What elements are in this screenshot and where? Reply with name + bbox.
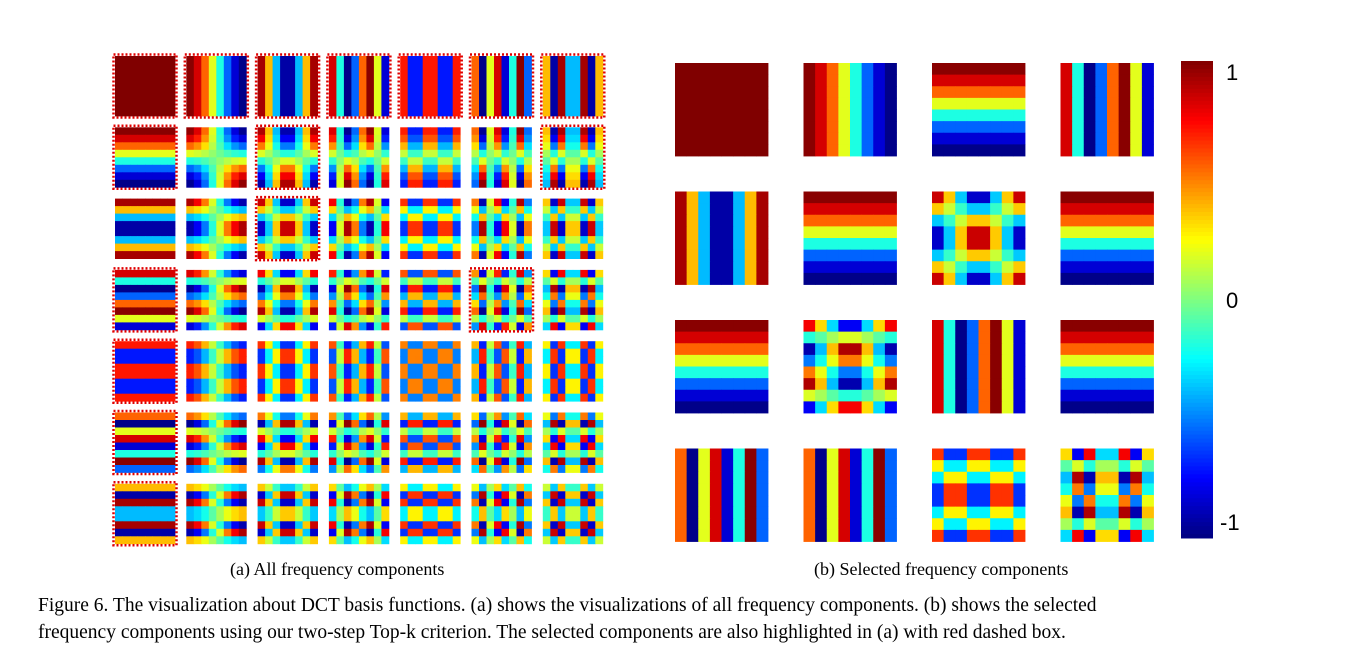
basis-tile-2-0 (115, 198, 176, 259)
colorbar (1181, 61, 1213, 539)
highlight-box-0-1 (183, 53, 250, 119)
basis-tile-6-3 (328, 483, 390, 545)
basis-tile-2-6 (542, 198, 604, 259)
all-frequency-components-grid (112, 53, 606, 547)
basis-tile-2-3 (328, 198, 390, 259)
basis-tile-3-3 (328, 269, 390, 331)
basis-tile-6-0 (115, 483, 176, 545)
basis-tile-0-5 (471, 56, 532, 117)
selected-tile-12 (675, 448, 769, 542)
highlight-box-1-0 (112, 124, 178, 191)
selected-tile-14 (932, 448, 1026, 542)
basis-tile-3-1 (186, 269, 247, 331)
caption-line-2: frequency components using our two-step … (38, 622, 1066, 643)
highlight-box-3-0 (112, 267, 178, 333)
selected-tile-9 (803, 320, 897, 414)
colorbar-mid-label: 0 (1226, 288, 1239, 313)
basis-tile-5-5 (471, 412, 532, 473)
basis-tile-5-6 (542, 412, 604, 473)
highlight-box-4-0 (112, 338, 178, 404)
basis-tile-2-2 (257, 198, 318, 259)
basis-tile-4-6 (542, 341, 604, 402)
highlight-box-1-6 (540, 124, 606, 191)
basis-tile-4-3 (328, 341, 390, 402)
basis-tile-5-3 (328, 412, 390, 473)
highlight-box-2-2 (254, 195, 321, 262)
basis-tile-1-2 (257, 127, 318, 188)
selected-tile-3 (1060, 63, 1154, 157)
basis-tile-1-3 (328, 127, 390, 188)
selected-tile-2 (932, 63, 1026, 157)
basis-tile-5-0 (115, 412, 176, 473)
basis-tile-6-4 (400, 483, 461, 545)
basis-tile-5-4 (400, 412, 461, 473)
caption-line-1: Figure 6. The visualization about DCT ba… (38, 595, 1097, 616)
basis-tile-2-5 (471, 198, 532, 259)
basis-tile-2-4 (400, 198, 461, 259)
basis-tile-0-6 (542, 56, 604, 117)
highlight-box-0-0 (112, 53, 178, 119)
basis-tile-4-4 (400, 341, 461, 402)
highlight-box-5-0 (112, 409, 178, 476)
highlight-box-1-2 (254, 124, 321, 191)
basis-tile-6-2 (257, 483, 318, 545)
basis-tile-0-4 (400, 56, 461, 117)
selected-tile-13 (803, 448, 897, 542)
basis-tile-1-1 (186, 127, 247, 188)
basis-tile-6-1 (186, 483, 247, 545)
basis-tile-6-5 (471, 483, 532, 545)
selected-tile-6 (932, 191, 1026, 285)
basis-tile-1-6 (542, 127, 604, 188)
basis-tile-2-1 (186, 198, 247, 259)
basis-tile-3-0 (115, 269, 176, 331)
highlight-box-0-3 (326, 53, 392, 119)
basis-tile-3-5 (471, 269, 532, 331)
basis-tile-1-0 (115, 127, 176, 188)
basis-tile-5-1 (186, 412, 247, 473)
basis-tile-3-2 (257, 269, 318, 331)
basis-tile-0-3 (328, 56, 390, 117)
basis-tile-0-0 (115, 56, 176, 117)
colorbar-gradient (1181, 61, 1213, 539)
highlight-box-3-5 (468, 267, 535, 333)
selected-tile-0 (675, 63, 769, 157)
colorbar-max-label: 1 (1226, 60, 1239, 85)
selected-frequency-components-grid (675, 63, 1154, 542)
selected-tile-1 (803, 63, 897, 157)
basis-tile-4-5 (471, 341, 532, 402)
highlight-box-6-0 (112, 481, 178, 547)
selected-tile-15 (1060, 448, 1154, 542)
basis-tile-4-1 (186, 341, 247, 402)
selected-tile-11 (1060, 320, 1154, 414)
highlight-box-0-4 (397, 53, 463, 119)
highlight-box-0-6 (540, 53, 606, 119)
basis-tile-6-6 (542, 483, 604, 545)
selected-tile-7 (1060, 191, 1154, 285)
basis-tile-0-2 (257, 56, 318, 117)
figure-caption: Figure 6. The visualization about DCT ba… (38, 592, 1328, 646)
selected-tile-10 (932, 320, 1026, 414)
selected-tile-4 (675, 191, 769, 285)
basis-tile-0-1 (186, 56, 247, 117)
selected-tile-5 (803, 191, 897, 285)
basis-tile-4-2 (257, 341, 318, 402)
basis-tile-3-6 (542, 269, 604, 331)
basis-tile-1-4 (400, 127, 461, 188)
basis-tile-4-0 (115, 341, 176, 402)
highlight-box-0-5 (468, 53, 535, 119)
highlight-box-0-2 (254, 53, 321, 119)
basis-tile-1-5 (471, 127, 532, 188)
subcaption-a: (a) All frequency components (230, 559, 445, 579)
colorbar-min-label: -1 (1220, 510, 1240, 535)
subcaption-b: (b) Selected frequency components (814, 559, 1069, 579)
basis-tile-3-4 (400, 269, 461, 331)
selected-tile-8 (675, 320, 769, 414)
basis-tile-5-2 (257, 412, 318, 473)
